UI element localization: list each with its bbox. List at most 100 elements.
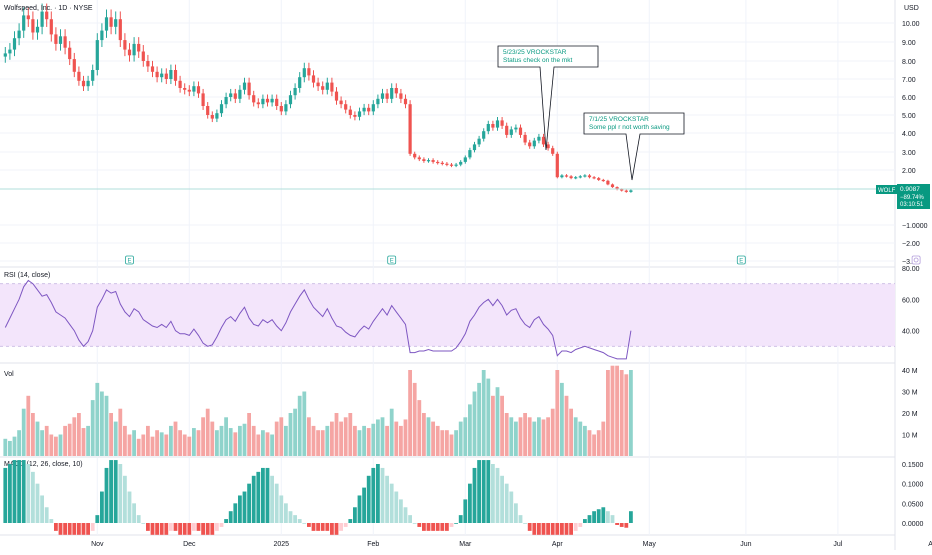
candle-body[interactable] bbox=[68, 47, 72, 60]
candle-body[interactable] bbox=[12, 38, 17, 50]
candle-body[interactable] bbox=[160, 73, 164, 78]
candle-body[interactable] bbox=[620, 189, 624, 191]
candle-body[interactable] bbox=[45, 11, 49, 20]
candle-body[interactable] bbox=[270, 98, 274, 103]
candle-body[interactable] bbox=[325, 82, 329, 90]
candle-body[interactable] bbox=[86, 80, 90, 87]
candle-body[interactable] bbox=[417, 157, 421, 160]
candle-body[interactable] bbox=[371, 104, 375, 112]
candle-body[interactable] bbox=[445, 163, 449, 165]
candle-body[interactable] bbox=[132, 43, 136, 56]
candle-body[interactable] bbox=[183, 88, 187, 90]
candle-body[interactable] bbox=[118, 19, 122, 41]
earnings-marker[interactable]: E bbox=[125, 255, 134, 265]
candle-body[interactable] bbox=[242, 82, 247, 90]
candle-body[interactable] bbox=[436, 161, 440, 164]
candle-body[interactable] bbox=[54, 34, 58, 44]
candle-body[interactable] bbox=[265, 98, 270, 103]
candle-body[interactable] bbox=[500, 120, 504, 126]
candle-body[interactable] bbox=[178, 80, 182, 88]
candle-body[interactable] bbox=[210, 115, 214, 119]
candle-body[interactable] bbox=[367, 107, 371, 112]
candle-body[interactable] bbox=[578, 176, 582, 178]
candle-body[interactable] bbox=[390, 88, 394, 99]
candle-body[interactable] bbox=[123, 40, 127, 50]
candle-body[interactable] bbox=[569, 176, 573, 179]
candle-body[interactable] bbox=[229, 93, 233, 97]
candle-body[interactable] bbox=[537, 136, 541, 141]
candle-body[interactable] bbox=[173, 70, 178, 81]
candle-body[interactable] bbox=[551, 148, 555, 154]
candle-body[interactable] bbox=[555, 153, 559, 178]
candle-body[interactable] bbox=[541, 136, 546, 145]
candle-body[interactable] bbox=[215, 113, 219, 119]
candle-body[interactable] bbox=[141, 51, 145, 62]
candle-body[interactable] bbox=[344, 104, 348, 110]
candle-body[interactable] bbox=[514, 127, 518, 130]
candle-body[interactable] bbox=[302, 68, 306, 78]
candle-body[interactable] bbox=[256, 102, 260, 105]
candle-body[interactable] bbox=[463, 157, 467, 162]
candle-body[interactable] bbox=[307, 68, 311, 76]
candle-body[interactable] bbox=[413, 153, 417, 158]
candle-body[interactable] bbox=[187, 89, 191, 92]
candle-body[interactable] bbox=[629, 190, 633, 192]
candle-body[interactable] bbox=[597, 178, 601, 180]
candle-body[interactable] bbox=[440, 162, 444, 164]
candle-body[interactable] bbox=[574, 177, 578, 179]
candle-body[interactable] bbox=[17, 30, 21, 39]
candle-body[interactable] bbox=[293, 88, 297, 96]
candle-body[interactable] bbox=[233, 93, 237, 99]
candle-body[interactable] bbox=[560, 175, 564, 178]
candle-body[interactable] bbox=[394, 88, 398, 94]
candle-body[interactable] bbox=[196, 86, 201, 94]
candle-body[interactable] bbox=[362, 107, 366, 112]
candle-body[interactable] bbox=[164, 73, 168, 79]
candle-body[interactable] bbox=[330, 82, 334, 92]
candle-body[interactable] bbox=[486, 124, 490, 132]
candle-body[interactable] bbox=[482, 131, 486, 139]
candle-body[interactable] bbox=[224, 97, 228, 105]
candle-body[interactable] bbox=[422, 159, 426, 161]
candle-body[interactable] bbox=[8, 49, 12, 54]
candle-body[interactable] bbox=[592, 177, 596, 179]
candle-body[interactable] bbox=[22, 15, 26, 31]
candle-body[interactable] bbox=[495, 120, 500, 128]
candle-body[interactable] bbox=[77, 71, 81, 81]
candle-body[interactable] bbox=[49, 19, 53, 35]
candle-body[interactable] bbox=[477, 138, 481, 145]
candle-body[interactable] bbox=[353, 115, 357, 117]
candle-body[interactable] bbox=[81, 80, 86, 87]
candle-body[interactable] bbox=[606, 180, 610, 185]
candle-body[interactable] bbox=[63, 36, 67, 48]
candle-body[interactable] bbox=[380, 93, 385, 99]
candle-body[interactable] bbox=[385, 93, 389, 99]
earnings-marker[interactable]: E bbox=[387, 255, 397, 265]
candle-body[interactable] bbox=[615, 187, 619, 190]
candle-body[interactable] bbox=[127, 49, 132, 56]
candle-body[interactable] bbox=[155, 71, 159, 78]
candle-body[interactable] bbox=[399, 93, 403, 99]
candle-body[interactable] bbox=[104, 17, 109, 31]
candle-body[interactable] bbox=[150, 66, 155, 72]
candle-body[interactable] bbox=[91, 70, 95, 81]
candle-body[interactable] bbox=[3, 53, 7, 57]
candle-body[interactable] bbox=[532, 140, 536, 147]
candle-body[interactable] bbox=[26, 15, 30, 20]
candle-body[interactable] bbox=[206, 106, 210, 115]
candle-body[interactable] bbox=[339, 100, 343, 105]
candle-body[interactable] bbox=[298, 77, 302, 88]
candle-body[interactable] bbox=[518, 127, 523, 135]
candle-body[interactable] bbox=[100, 30, 104, 41]
candle-body[interactable] bbox=[275, 98, 279, 106]
candle-body[interactable] bbox=[459, 161, 463, 165]
candle-body[interactable] bbox=[505, 125, 509, 135]
candle-body[interactable] bbox=[192, 86, 196, 92]
candle-body[interactable] bbox=[357, 111, 362, 117]
candle-body[interactable] bbox=[321, 86, 325, 90]
candle-body[interactable] bbox=[601, 179, 605, 182]
candle-body[interactable] bbox=[284, 104, 288, 112]
